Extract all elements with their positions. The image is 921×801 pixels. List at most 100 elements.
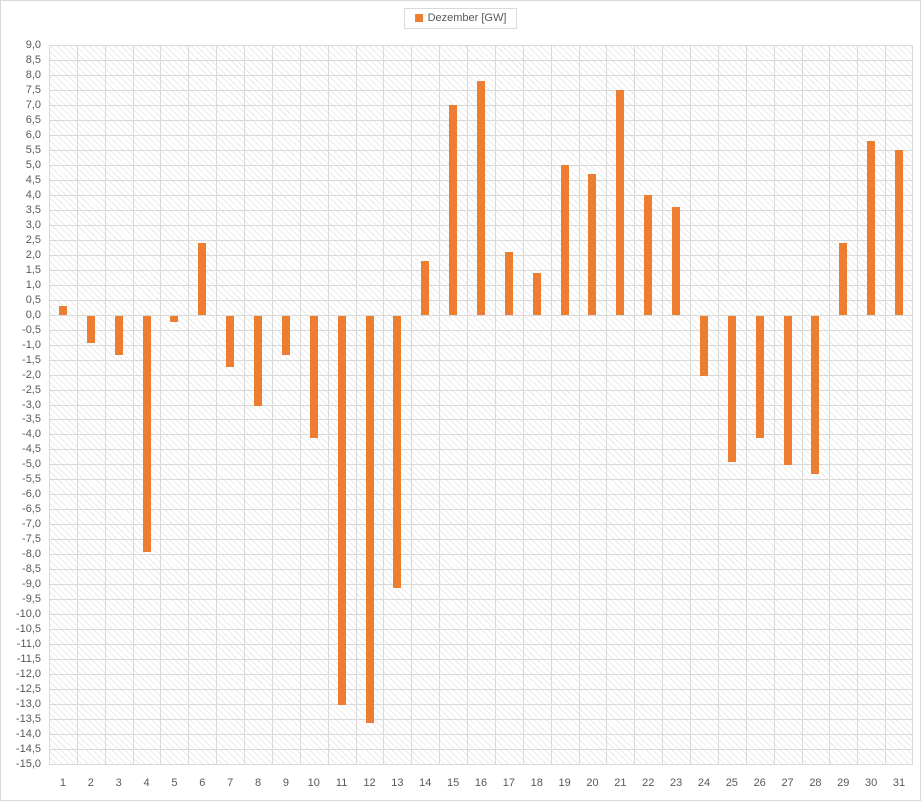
x-tick-label-28: 28 [809,777,822,789]
bar-day-6[interactable] [198,242,207,315]
h-gridline [49,659,913,661]
bar-day-14[interactable] [421,260,430,315]
y-tick-label: -7,5 [22,533,41,546]
y-tick-label: 8,0 [25,68,41,81]
x-tick-label-2: 2 [87,777,94,789]
v-gridline [522,45,524,764]
bar-day-24[interactable] [699,315,708,376]
x-tick-label-4: 4 [143,777,150,789]
h-gridline [49,344,913,346]
v-gridline [912,45,913,764]
y-tick-label: 5,0 [25,158,41,171]
v-gridline [634,45,636,764]
y-tick-label: -1,0 [22,338,41,351]
x-tick-label-10: 10 [307,777,320,789]
x-tick-label-14: 14 [419,777,432,789]
bar-day-26[interactable] [755,315,764,439]
y-tick-label: 0,0 [25,308,41,321]
x-tick-label-12: 12 [363,777,376,789]
bar-day-16[interactable] [477,80,485,315]
y-tick-label: -3,5 [22,413,41,426]
bar-day-5[interactable] [170,315,179,322]
bar-day-21[interactable] [616,89,625,315]
bar-day-8[interactable] [254,315,263,406]
bar-day-22[interactable] [644,194,653,315]
bar-day-13[interactable] [393,315,402,589]
x-tick-label-23: 23 [669,777,683,789]
x-tick-label-21: 21 [614,777,627,789]
bar-day-4[interactable] [142,315,151,553]
bar-day-30[interactable] [867,140,876,315]
bar-day-7[interactable] [226,315,235,367]
bar-day-23[interactable] [672,206,681,315]
x-tick-label-17: 17 [502,777,515,789]
y-tick-label: -2,0 [22,368,41,381]
y-tick-label: -8,0 [22,548,41,561]
v-gridline [857,45,859,764]
y-tick-label: 0,5 [25,293,41,306]
x-tick-label-24: 24 [697,777,711,789]
h-gridline [49,329,913,331]
h-gridline [49,479,913,481]
y-tick-label: -15,0 [15,758,41,770]
h-gridline [49,584,913,586]
h-gridline [49,614,913,616]
v-gridline [578,45,580,764]
x-tick-label-15: 15 [446,777,460,789]
y-tick-label: -12,0 [15,668,41,681]
h-gridline [49,734,913,736]
y-tick-label: -0,5 [22,323,41,336]
bar-day-25[interactable] [727,315,736,463]
h-gridline [49,314,913,316]
h-gridline [49,419,913,421]
bar-day-1[interactable] [58,305,67,315]
v-gridline [327,45,329,764]
y-tick-label: -11,5 [16,653,41,666]
bar-day-27[interactable] [783,315,792,466]
y-tick-label: -8,5 [22,563,41,576]
bar-day-20[interactable] [588,173,597,315]
bar-day-3[interactable] [114,315,123,355]
bar-day-19[interactable] [560,164,569,315]
h-gridline [49,644,913,646]
x-tick-label-16: 16 [474,777,488,789]
x-tick-label-13: 13 [391,777,404,789]
h-gridline [49,449,913,451]
x-tick-label-25: 25 [725,777,738,789]
y-tick-label: 4,5 [25,173,41,186]
bar-day-9[interactable] [281,315,290,355]
y-tick-label: 4,0 [25,188,41,201]
y-tick-label: -10,0 [15,608,41,621]
v-gridline [467,45,469,764]
bar-day-11[interactable] [337,315,346,706]
h-gridline [49,374,913,376]
bar-day-29[interactable] [839,242,848,315]
bar-day-28[interactable] [811,315,820,475]
h-gridline [49,599,913,601]
bar-day-17[interactable] [504,251,513,315]
bar-day-2[interactable] [86,315,95,343]
h-gridline [49,74,913,76]
y-tick-label: 8,5 [25,53,41,66]
bar-day-15[interactable] [449,104,458,315]
v-gridline [132,45,134,764]
h-gridline [49,554,913,556]
x-tick-label-29: 29 [837,777,850,789]
bar-day-10[interactable] [309,315,318,439]
bar-day-31[interactable] [895,149,904,315]
v-gridline [801,45,803,764]
y-tick-label: -12,5 [15,683,41,696]
y-tick-label: -4,0 [22,428,41,441]
legend[interactable]: Dezember [GW] [403,8,518,29]
x-tick-label-26: 26 [753,777,766,789]
x-tick-label-18: 18 [530,777,543,789]
bar-day-12[interactable] [365,315,374,724]
h-gridline [49,524,913,526]
x-tick-label-1: 1 [59,777,66,789]
x-tick-label-19: 19 [558,777,571,789]
v-gridline [271,45,273,764]
bar-day-18[interactable] [532,272,541,315]
x-tick-label-20: 20 [586,777,599,789]
v-gridline [355,45,357,764]
